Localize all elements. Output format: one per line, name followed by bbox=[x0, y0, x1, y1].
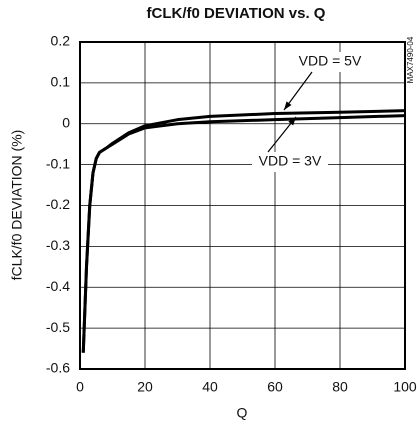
series-label: VDD = 5V bbox=[299, 53, 362, 69]
chart-title: fCLK/f0 DEVIATION vs. Q bbox=[147, 5, 326, 22]
y-tick-label: -0.6 bbox=[46, 360, 70, 376]
y-tick-label: 0.1 bbox=[51, 74, 71, 90]
y-tick-label: 0.2 bbox=[51, 33, 71, 49]
y-tick-label: -0.1 bbox=[46, 155, 70, 171]
x-tick-label: 60 bbox=[267, 379, 283, 395]
x-tick-label: 40 bbox=[202, 379, 218, 395]
y-tick-label: -0.2 bbox=[46, 196, 70, 212]
y-tick-label: -0.5 bbox=[46, 319, 70, 335]
plot-frame bbox=[79, 41, 406, 370]
x-tick-label: 80 bbox=[332, 379, 348, 395]
y-tick-label: -0.4 bbox=[46, 278, 70, 294]
y-tick-label: -0.3 bbox=[46, 237, 70, 253]
label-bg bbox=[252, 152, 328, 172]
line-series bbox=[81, 109, 406, 353]
y-axis-label: fCLK/f0 DEVIATION (%) bbox=[9, 130, 25, 281]
y-tick-label: 0 bbox=[62, 114, 70, 130]
arrow-head bbox=[288, 117, 296, 126]
x-tick-label: 0 bbox=[76, 379, 84, 395]
series-label: VDD = 3V bbox=[259, 153, 322, 169]
x-tick-label: 100 bbox=[393, 379, 417, 395]
x-tick-label: 20 bbox=[137, 379, 153, 395]
side-note: MAX7490-04 bbox=[406, 36, 415, 83]
x-axis-label: Q bbox=[237, 405, 248, 421]
arrow-head bbox=[284, 101, 292, 110]
line-series bbox=[81, 114, 406, 353]
label-bg bbox=[292, 52, 368, 72]
